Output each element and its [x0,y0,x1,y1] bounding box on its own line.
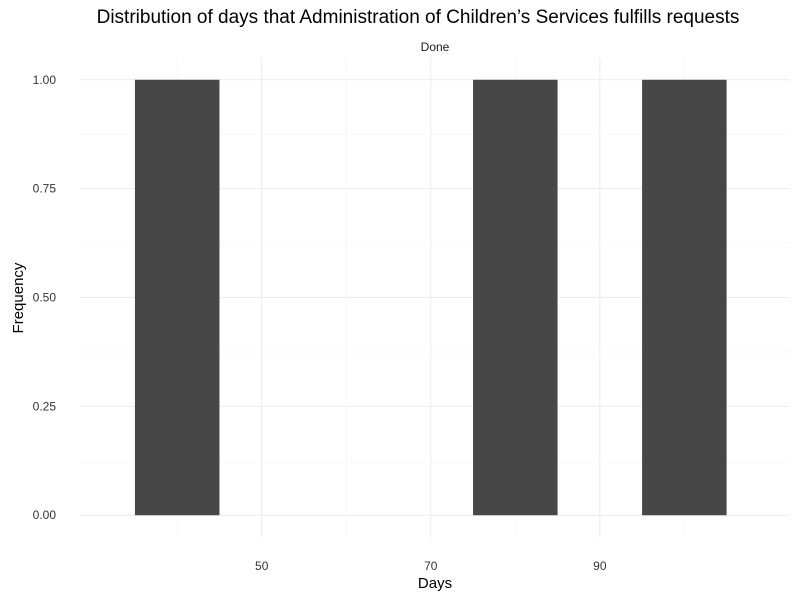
histogram-bar [134,79,220,516]
y-tick-label: 0.75 [33,182,57,196]
x-tick-label: 70 [424,559,438,573]
x-axis-title: Days [418,575,452,592]
bars [134,79,727,516]
x-tick-label: 50 [255,559,269,573]
chart-title: Distribution of days that Administration… [97,7,740,28]
y-tick-label: 0.50 [33,291,57,305]
y-tick-label: 1.00 [33,73,57,87]
x-axis-ticks: 50 70 90 [255,559,607,573]
histogram-bar [642,79,727,516]
y-tick-label: 0.25 [33,399,57,413]
histogram-bar [473,79,558,516]
y-tick-label: 0.00 [33,508,57,522]
facet-label: Done [421,40,450,54]
y-axis-title: Frequency [10,262,27,333]
y-axis-ticks: 0.00 0.25 0.50 0.75 1.00 [33,73,57,522]
x-tick-label: 90 [593,559,607,573]
